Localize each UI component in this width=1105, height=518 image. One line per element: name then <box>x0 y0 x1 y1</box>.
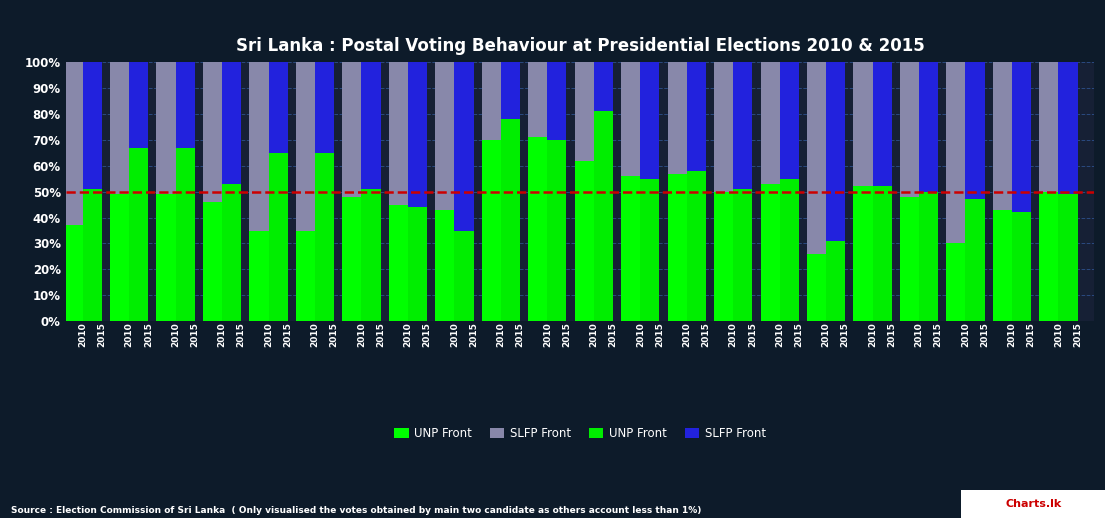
Bar <box>547 62 567 140</box>
Bar <box>501 119 520 321</box>
Bar <box>593 111 613 321</box>
Bar <box>176 148 194 321</box>
Bar <box>992 210 1012 321</box>
Bar <box>621 62 640 176</box>
Bar <box>110 194 129 321</box>
Bar <box>343 62 361 197</box>
Bar <box>780 62 799 179</box>
Bar <box>547 140 567 321</box>
Bar <box>686 171 706 321</box>
Title: Sri Lanka : Postal Voting Behaviour at Presidential Elections 2010 & 2015: Sri Lanka : Postal Voting Behaviour at P… <box>235 37 925 55</box>
Text: Source : Election Commission of Sri Lanka  ( Only visualised the votes obtained : Source : Election Commission of Sri Lank… <box>11 507 702 515</box>
Bar <box>873 186 892 321</box>
Bar <box>129 148 148 321</box>
Bar <box>482 140 501 321</box>
Bar <box>64 225 83 321</box>
Bar <box>157 194 176 321</box>
Bar <box>501 62 520 119</box>
Bar <box>621 176 640 321</box>
Bar <box>667 174 686 321</box>
Bar <box>1012 62 1031 212</box>
Bar <box>296 62 315 231</box>
Bar <box>1012 212 1031 321</box>
Bar <box>734 189 753 321</box>
Bar <box>110 62 129 194</box>
Bar <box>992 62 1012 210</box>
Bar <box>157 62 176 194</box>
Bar <box>343 197 361 321</box>
Bar <box>946 62 966 243</box>
Bar <box>129 62 148 148</box>
Bar <box>203 62 222 202</box>
Bar <box>408 62 427 207</box>
Bar <box>827 241 845 321</box>
Bar <box>827 62 845 241</box>
Bar <box>435 210 454 321</box>
Bar <box>640 179 660 321</box>
Bar <box>919 192 938 321</box>
Bar <box>361 62 380 189</box>
Bar <box>222 62 241 184</box>
Bar <box>482 62 501 140</box>
Bar <box>919 62 938 192</box>
Bar <box>250 231 269 321</box>
Bar <box>760 184 780 321</box>
Bar <box>899 197 919 321</box>
Bar <box>760 62 780 184</box>
Bar <box>946 243 966 321</box>
Bar <box>315 62 334 153</box>
Bar <box>389 62 408 205</box>
Bar <box>1059 62 1077 194</box>
Bar <box>83 62 102 189</box>
Bar <box>222 184 241 321</box>
Bar <box>853 62 873 186</box>
Bar <box>250 62 269 231</box>
Bar <box>807 254 827 321</box>
Bar <box>389 205 408 321</box>
Bar <box>853 186 873 321</box>
Bar <box>269 62 287 153</box>
Bar <box>734 62 753 189</box>
Bar <box>296 231 315 321</box>
Bar <box>454 62 474 231</box>
Bar <box>528 137 547 321</box>
Bar <box>807 62 827 254</box>
Bar <box>714 192 734 321</box>
Bar <box>667 62 686 174</box>
Bar <box>593 62 613 111</box>
Bar <box>686 62 706 171</box>
Text: Charts.lk: Charts.lk <box>1006 499 1061 509</box>
Bar <box>315 153 334 321</box>
Bar <box>528 62 547 137</box>
Bar <box>575 62 593 161</box>
Bar <box>966 199 985 321</box>
Legend: UNP Front, SLFP Front, UNP Front, SLFP Front: UNP Front, SLFP Front, UNP Front, SLFP F… <box>390 422 770 445</box>
Bar <box>873 62 892 186</box>
Bar <box>714 62 734 192</box>
Bar <box>899 62 919 197</box>
Bar <box>454 231 474 321</box>
Bar <box>1040 192 1059 321</box>
Bar <box>1040 62 1059 192</box>
Bar <box>408 207 427 321</box>
Bar <box>269 153 287 321</box>
Bar <box>361 189 380 321</box>
Bar <box>640 62 660 179</box>
Bar <box>435 62 454 210</box>
Bar <box>1059 194 1077 321</box>
Bar <box>83 189 102 321</box>
Bar <box>203 202 222 321</box>
Bar <box>966 62 985 199</box>
Bar <box>176 62 194 148</box>
Bar <box>64 62 83 225</box>
Bar <box>575 161 593 321</box>
Bar <box>780 179 799 321</box>
